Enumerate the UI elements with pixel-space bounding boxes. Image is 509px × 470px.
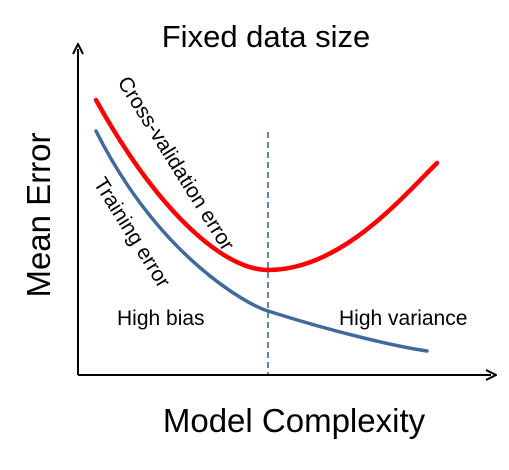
training-error-curve bbox=[94, 129, 429, 353]
y-axis-label: Mean Error bbox=[20, 132, 57, 297]
x-axis-label: Model Complexity bbox=[163, 402, 426, 439]
diagram-title: Fixed data size bbox=[162, 19, 371, 54]
high-bias-label: High bias bbox=[117, 307, 205, 330]
cross-validation-error-curve bbox=[93, 97, 440, 273]
high-variance-label: High variance bbox=[339, 307, 467, 330]
